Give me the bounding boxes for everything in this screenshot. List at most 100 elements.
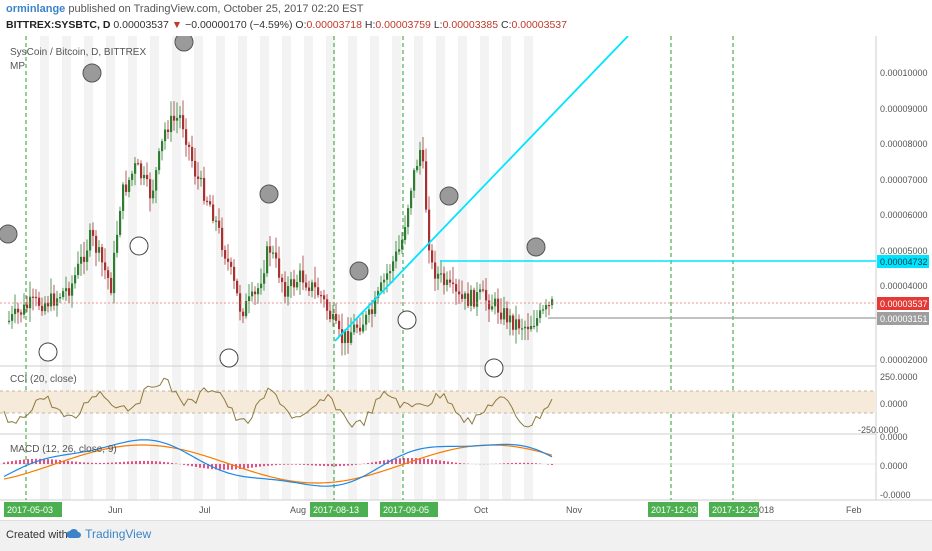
month-label: Nov <box>566 505 583 515</box>
candle-body <box>275 252 278 259</box>
weekend-stripe <box>106 36 115 500</box>
candle-body <box>131 173 134 180</box>
date-badge-text: 2017-08-13 <box>313 505 359 515</box>
author-link[interactable]: orminlange <box>6 3 66 15</box>
time-axis[interactable]: 2017-05-03 Jun Jul Aug 2017-08-13 2017-0… <box>4 502 862 517</box>
candle-body <box>266 246 269 274</box>
candle-body <box>272 252 275 254</box>
price-tick: 0.00008000 <box>880 139 928 149</box>
chart-canvas[interactable]: SysCoin / Bitcoin, D, BITTREX MP 0.00010… <box>0 32 932 520</box>
date-badge <box>380 502 438 517</box>
candle-body <box>386 273 389 280</box>
tradingview-logo[interactable]: TradingView <box>66 527 151 541</box>
marker-circles <box>0 32 546 378</box>
candle-body <box>182 115 185 130</box>
candle-body <box>173 115 176 121</box>
candle-body <box>113 252 116 294</box>
candle-body <box>197 176 200 179</box>
candle-body <box>446 279 449 285</box>
candle-body <box>491 306 494 310</box>
candle-body <box>299 270 302 282</box>
candle-body <box>527 326 530 330</box>
candle-body <box>410 190 413 209</box>
marker-filled <box>82 63 102 83</box>
candle-body <box>86 250 89 262</box>
open-value: 0.00003718 <box>306 19 362 31</box>
candle-body <box>149 179 152 199</box>
candle-body <box>56 298 59 306</box>
candle-body <box>242 311 245 317</box>
candle-body <box>290 279 293 287</box>
candle-body <box>344 331 347 344</box>
high-value: 0.00003759 <box>375 19 431 31</box>
symbol-label[interactable]: BITTREX:SYSBTC, D <box>6 19 111 31</box>
weekend-stripe <box>40 36 49 500</box>
candle-body <box>533 325 536 328</box>
close-label: C: <box>501 19 512 31</box>
candle-body <box>470 289 473 306</box>
candle-body <box>38 297 41 306</box>
cci-band <box>0 391 876 413</box>
candle-body <box>20 312 23 315</box>
price-tick: 0.00006000 <box>880 210 928 220</box>
ohlc-line: BITTREX:SYSBTC, D 0.00003537 ▼ −0.000001… <box>6 19 567 31</box>
candle-body <box>143 174 146 179</box>
candle-body <box>380 282 383 291</box>
date-badge <box>4 502 62 517</box>
candle-body <box>509 315 512 323</box>
candle-body <box>419 149 422 167</box>
weekend-stripe <box>84 36 93 500</box>
candle-body <box>449 279 452 283</box>
candle-body <box>14 308 17 315</box>
price-axis[interactable]: 0.00010000 0.00009000 0.00008000 0.00007… <box>877 68 929 365</box>
candle-body <box>524 326 527 329</box>
weekend-stripe <box>216 36 225 500</box>
cci-tick: -250.0000 <box>858 425 899 435</box>
candle-body <box>146 174 149 180</box>
macd-tick: 0.0000 <box>880 461 908 471</box>
candle-body <box>50 293 53 307</box>
candle-body <box>29 296 32 309</box>
open-label: O: <box>295 19 307 31</box>
candle-body <box>422 149 425 162</box>
price-tick: 0.00004000 <box>880 281 928 291</box>
candle-body <box>329 310 332 320</box>
candle-body <box>293 279 296 288</box>
trend-drawings[interactable] <box>0 35 876 342</box>
candle-body <box>536 318 539 326</box>
candle-body <box>488 300 491 310</box>
candle-body <box>26 304 29 309</box>
candle-body <box>356 324 359 328</box>
candle-body <box>68 288 71 296</box>
marker-filled <box>439 186 459 206</box>
date-badge-text: 2017-05-03 <box>7 505 53 515</box>
weekend-stripe <box>458 36 467 500</box>
price-tick: 0.00009000 <box>880 104 928 114</box>
month-label: Oct <box>474 505 489 515</box>
candle-body <box>263 273 266 284</box>
price-tick: 0.00002000 <box>880 355 928 365</box>
marker-hollow <box>484 358 504 378</box>
candle-body <box>221 227 224 251</box>
candle-body <box>353 324 356 333</box>
candle-body <box>437 273 440 279</box>
candle-body <box>443 273 446 285</box>
candle-body <box>218 220 221 228</box>
candle-body <box>137 163 140 165</box>
candle-body <box>125 184 128 192</box>
chart-area[interactable]: SysCoin / Bitcoin, D, BITTREX MP 0.00010… <box>0 32 932 520</box>
weekend-stripe <box>370 36 379 500</box>
weekend-stripe <box>194 36 203 500</box>
marker-filled <box>0 224 18 244</box>
marker-hollow <box>397 310 417 330</box>
candle-body <box>431 250 434 263</box>
candle-body <box>80 256 83 264</box>
candle-body <box>428 209 431 251</box>
candle-body <box>212 204 215 221</box>
cci-tick: 250.0000 <box>880 372 918 382</box>
candle-body <box>440 273 443 275</box>
low-value: 0.00003385 <box>442 19 499 31</box>
candle-body <box>434 262 437 279</box>
candle-body <box>239 293 242 312</box>
candle-body <box>368 309 371 315</box>
